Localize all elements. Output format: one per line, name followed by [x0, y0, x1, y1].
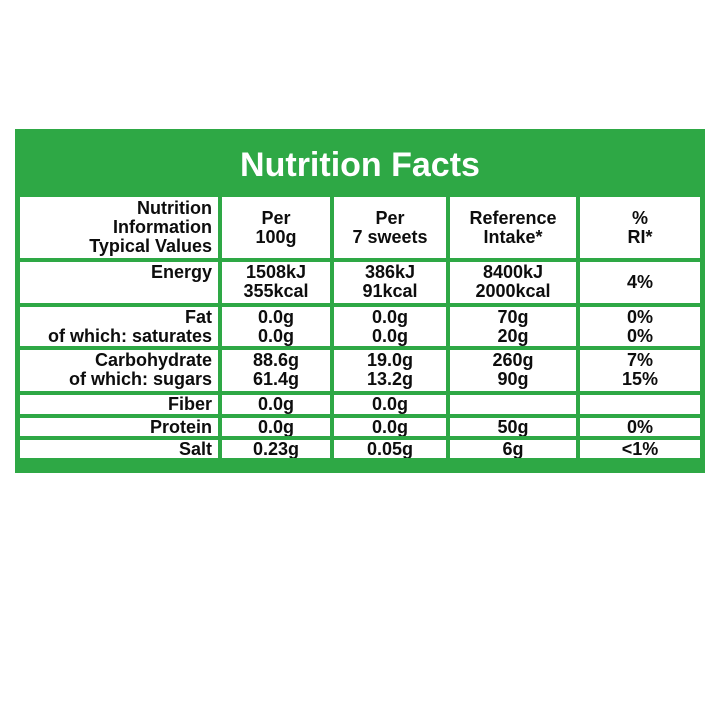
- fat-label: Fat: [185, 307, 212, 327]
- row-carbohydrate-ri-percent: 7% 15%: [580, 350, 700, 391]
- row-protein-per-serving: 0.0g: [334, 418, 446, 436]
- salt-label: Salt: [178, 440, 212, 458]
- row-fat-label: Fat of which: saturates: [20, 307, 218, 346]
- row-carbohydrate-label: Carbohydrate of which: sugars: [20, 350, 218, 391]
- row-protein-reference: 50g: [450, 418, 576, 436]
- fiber-per100g: 0.0g: [257, 395, 295, 414]
- row-energy-reference: 8400kJ 2000kcal: [450, 262, 576, 303]
- row-protein-per100g: 0.0g: [222, 418, 330, 436]
- row-salt-per-serving: 0.05g: [334, 440, 446, 458]
- row-salt-ri-percent: <1%: [580, 440, 700, 458]
- header-typical-values-line3: Typical Values: [89, 236, 212, 256]
- energy-per100g-kj: 1508kJ: [245, 262, 307, 282]
- header-percent-ri-line1: %: [631, 207, 648, 228]
- salt-per-serving: 0.05g: [366, 440, 414, 458]
- energy-reference-kj: 8400kJ: [482, 262, 544, 282]
- header-per-100g-line2: 100g: [255, 226, 297, 247]
- fat-saturates-ri-percent: 0%: [626, 326, 653, 346]
- carbohydrate-per100g: 88.6g: [252, 350, 300, 370]
- fat-per100g: 0.0g: [257, 307, 295, 327]
- row-energy-ri-percent: 4%: [580, 262, 700, 303]
- fat-per-serving: 0.0g: [371, 307, 409, 327]
- protein-per100g: 0.0g: [257, 418, 295, 436]
- row-salt-label: Salt: [20, 440, 218, 458]
- header-per-100g-line1: Per: [261, 207, 291, 228]
- fat-ri-percent: 0%: [626, 307, 653, 327]
- row-energy-per-serving: 386kJ 91kcal: [334, 262, 446, 303]
- header-percent-ri: % RI*: [580, 197, 700, 258]
- fat-saturates-per-serving: 0.0g: [371, 326, 409, 346]
- salt-per100g: 0.23g: [252, 440, 300, 458]
- energy-reference-kcal: 2000kcal: [475, 281, 551, 301]
- carbohydrate-ri-percent: 7%: [626, 350, 653, 370]
- header-per-serving: Per 7 sweets: [334, 197, 446, 258]
- row-salt-reference: 6g: [450, 440, 576, 458]
- fiber-label: Fiber: [167, 395, 212, 414]
- row-fiber-reference: [450, 395, 576, 414]
- fat-reference: 70g: [497, 307, 529, 327]
- carbohydrate-label: Carbohydrate: [94, 350, 212, 370]
- fat-saturates-per100g: 0.0g: [257, 326, 295, 346]
- row-protein-label: Protein: [20, 418, 218, 436]
- fat-saturates-label: of which: saturates: [47, 326, 212, 346]
- row-fat-reference: 70g 20g: [450, 307, 576, 346]
- row-fiber-ri-percent: [580, 395, 700, 414]
- label-title: Nutrition Facts: [240, 146, 480, 184]
- header-per-100g: Per 100g: [222, 197, 330, 258]
- protein-ri-percent: 0%: [626, 418, 653, 436]
- nutrition-table: Nutrition Information Typical Values Per…: [20, 197, 700, 458]
- header-typical-values: Nutrition Information Typical Values: [20, 197, 218, 258]
- row-carbohydrate-per100g: 88.6g 61.4g: [222, 350, 330, 391]
- carbohydrate-sugars-per-serving: 13.2g: [366, 369, 414, 389]
- energy-per-serving-kj: 386kJ: [364, 262, 416, 282]
- carbohydrate-sugars-reference: 90g: [497, 369, 529, 389]
- energy-per100g-kcal: 355kcal: [243, 281, 309, 301]
- row-protein-ri-percent: 0%: [580, 418, 700, 436]
- row-fiber-per100g: 0.0g: [222, 395, 330, 414]
- salt-ri-percent: <1%: [621, 440, 659, 458]
- energy-ri-percent: 4%: [626, 272, 653, 292]
- header-reference-intake: Reference Intake*: [450, 197, 576, 258]
- header-per-serving-line1: Per: [375, 207, 405, 228]
- header-typical-values-line2: Information: [113, 217, 212, 237]
- carbohydrate-sugars-ri-percent: 15%: [621, 369, 659, 389]
- row-fat-ri-percent: 0% 0%: [580, 307, 700, 346]
- row-energy-per100g: 1508kJ 355kcal: [222, 262, 330, 303]
- row-energy-label: Energy: [20, 262, 218, 303]
- row-fiber-per-serving: 0.0g: [334, 395, 446, 414]
- header-reference-intake-line1: Reference: [469, 207, 557, 228]
- row-carbohydrate-per-serving: 19.0g 13.2g: [334, 350, 446, 391]
- header-percent-ri-line2: RI*: [627, 226, 653, 247]
- header-typical-values-line1: Nutrition: [137, 198, 212, 218]
- fat-saturates-reference: 20g: [497, 326, 529, 346]
- row-carbohydrate-reference: 260g 90g: [450, 350, 576, 391]
- carbohydrate-sugars-label: of which: sugars: [68, 369, 212, 389]
- carbohydrate-sugars-per100g: 61.4g: [252, 369, 300, 389]
- carbohydrate-reference: 260g: [492, 350, 534, 370]
- header-per-serving-line2: 7 sweets: [352, 226, 428, 247]
- row-fat-per-serving: 0.0g 0.0g: [334, 307, 446, 346]
- row-fat-per100g: 0.0g 0.0g: [222, 307, 330, 346]
- row-salt-per100g: 0.23g: [222, 440, 330, 458]
- protein-reference: 50g: [497, 418, 529, 436]
- protein-label: Protein: [149, 418, 212, 436]
- energy-label: Energy: [150, 262, 212, 282]
- nutrition-label: Nutrition Facts Nutrition Information Ty…: [15, 129, 705, 473]
- carbohydrate-per-serving: 19.0g: [366, 350, 414, 370]
- header-reference-intake-line2: Intake*: [483, 226, 543, 247]
- row-fiber-label: Fiber: [20, 395, 218, 414]
- energy-per-serving-kcal: 91kcal: [362, 281, 418, 301]
- fiber-per-serving: 0.0g: [371, 395, 409, 414]
- salt-reference: 6g: [502, 440, 524, 458]
- protein-per-serving: 0.0g: [371, 418, 409, 436]
